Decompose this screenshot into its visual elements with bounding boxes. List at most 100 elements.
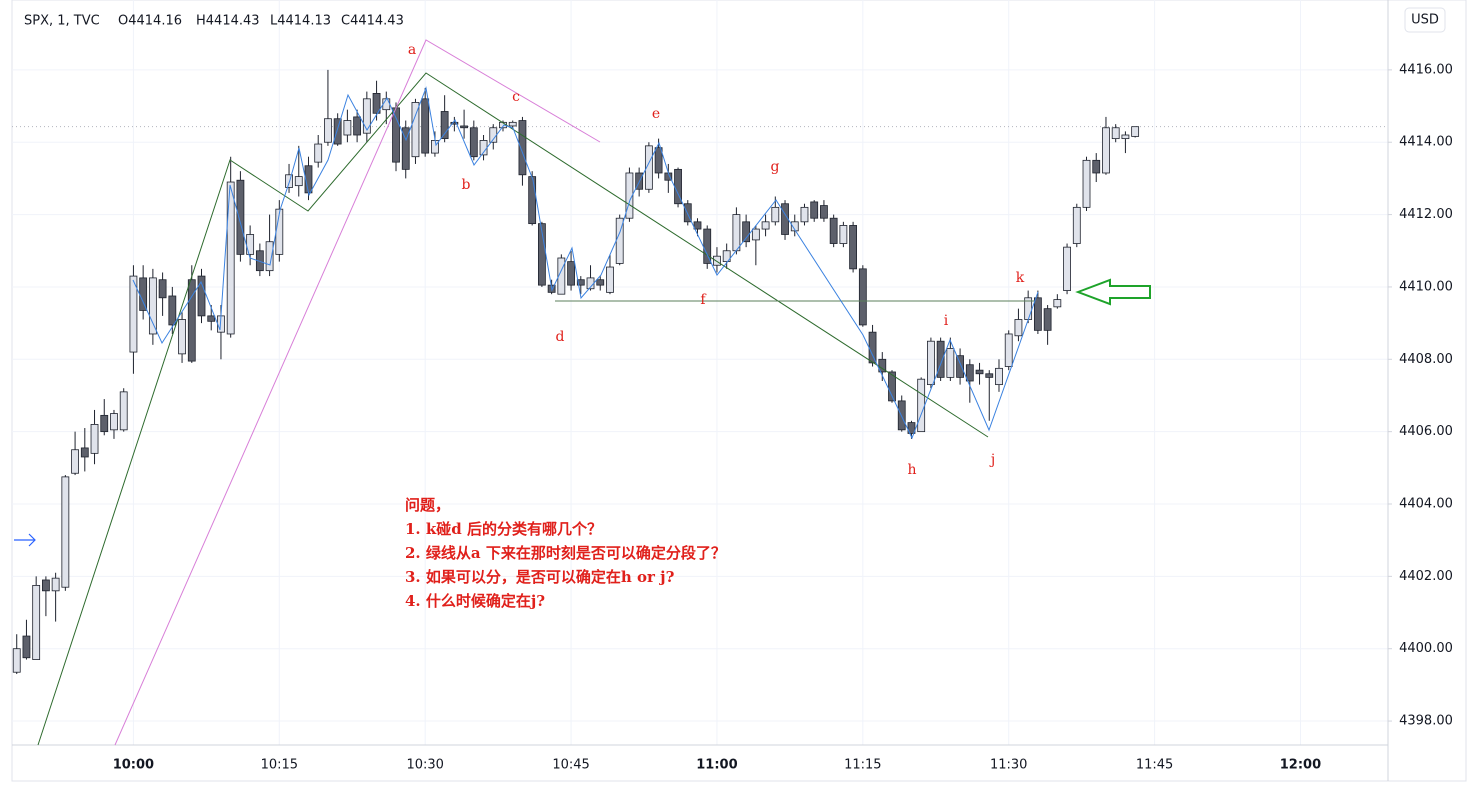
annotation: j	[989, 452, 995, 468]
candle-body	[129, 275, 138, 353]
candle-body	[168, 295, 177, 326]
candle-body	[917, 378, 926, 433]
candle-body	[207, 315, 216, 322]
x-tick-label: 10:45	[552, 758, 589, 773]
candle-body	[518, 120, 527, 176]
candle-body	[148, 277, 157, 335]
candle-body	[508, 121, 517, 127]
currency-box[interactable]	[1404, 7, 1446, 33]
annotation: g	[771, 159, 780, 175]
candle-body	[732, 214, 741, 252]
candle-body	[178, 319, 186, 355]
candle-body	[713, 255, 721, 266]
pink-trendline	[114, 39, 601, 746]
annotation: k	[1016, 270, 1025, 286]
annotation: i	[944, 313, 949, 329]
candle-body	[1053, 299, 1062, 308]
candle-body	[683, 203, 692, 223]
candle-body	[119, 391, 128, 431]
candle-body	[790, 221, 799, 232]
blue-arrow	[14, 533, 36, 547]
candle-body	[236, 179, 245, 255]
candle-body	[71, 449, 79, 474]
candle-body	[469, 127, 478, 158]
annotation: e	[652, 106, 660, 122]
candle-body	[927, 340, 935, 386]
candle-body	[849, 225, 858, 270]
candle-body	[810, 201, 819, 219]
candle-body	[197, 275, 206, 317]
annotation: d	[556, 329, 565, 345]
candle-body	[567, 261, 575, 286]
candle-body	[1043, 308, 1052, 331]
candles	[12, 69, 1140, 675]
candle-body	[314, 143, 323, 163]
candle-body	[820, 205, 828, 219]
candle-body	[226, 181, 235, 335]
annotation: f	[700, 292, 707, 308]
candle-body	[324, 118, 332, 143]
candle-body	[995, 367, 1003, 386]
candle-body	[1102, 127, 1110, 174]
x-tick-label: 10:15	[261, 758, 298, 773]
candle-body	[1092, 159, 1101, 174]
candle-body	[654, 147, 663, 174]
question-line: 1. k碰d 后的分类有哪几个？	[405, 520, 602, 538]
candle-body	[878, 358, 887, 373]
candle-body	[421, 98, 430, 154]
candle-body	[742, 221, 751, 243]
candle-body	[187, 279, 196, 362]
y-tick-label: 4406.00	[1399, 424, 1453, 439]
y-tick-label: 4400.00	[1399, 641, 1453, 656]
candle-body	[781, 203, 789, 235]
y-tick-label: 4414.00	[1399, 135, 1453, 150]
candle-body	[1004, 333, 1013, 367]
candle-body	[1063, 246, 1071, 291]
candle-body	[22, 635, 31, 659]
candle-body	[1014, 319, 1023, 337]
candle-body	[80, 447, 89, 458]
candle-body	[372, 92, 381, 114]
candle-body	[1121, 134, 1130, 140]
candle-body	[411, 102, 420, 158]
candle-body	[158, 279, 167, 299]
y-tick-label: 4402.00	[1399, 569, 1453, 584]
candle-body	[751, 228, 760, 241]
currency[interactable]: USD	[1411, 13, 1439, 28]
candle-body	[936, 340, 945, 378]
candle-body	[839, 225, 848, 244]
x-tick-label: 10:00	[113, 758, 154, 773]
candle-body	[440, 111, 449, 140]
y-tick-label: 4410.00	[1399, 279, 1453, 294]
candle-body	[975, 369, 984, 375]
x-tick-label: 11:45	[1136, 758, 1173, 773]
question-line: 3. 如果可以分，是否可以确定在h or j?	[405, 568, 675, 586]
question-line: 问题，	[405, 496, 450, 514]
candle-body	[333, 118, 342, 145]
candle-body	[985, 373, 994, 378]
candle-body	[800, 206, 809, 223]
candle-body	[722, 250, 731, 263]
x-tick-label: 11:00	[696, 758, 737, 773]
candle-body	[606, 266, 614, 293]
green-trendline	[37, 72, 989, 746]
candle-body	[353, 116, 362, 136]
ohlc-high: H4414.43	[196, 14, 260, 29]
candle-body	[61, 476, 70, 588]
candle-body	[868, 331, 877, 364]
candle-body	[946, 348, 955, 378]
candle-body	[401, 127, 410, 170]
candle-body	[285, 174, 293, 188]
question-line: 2. 绿线从a 下来在那时刻是否可以确定分段了？	[405, 544, 726, 562]
candle-body	[771, 206, 780, 223]
y-tick-label: 4412.00	[1399, 207, 1453, 222]
x-tick-label: 11:15	[844, 758, 881, 773]
candle-body	[392, 107, 400, 163]
annotation: c	[512, 89, 520, 105]
candle-body	[956, 355, 964, 378]
candle-body	[1131, 126, 1140, 137]
blue-zigzag	[132, 86, 1039, 440]
candle-body	[907, 422, 916, 434]
green-arrow	[1075, 278, 1151, 306]
x-tick-label: 10:30	[406, 758, 443, 773]
